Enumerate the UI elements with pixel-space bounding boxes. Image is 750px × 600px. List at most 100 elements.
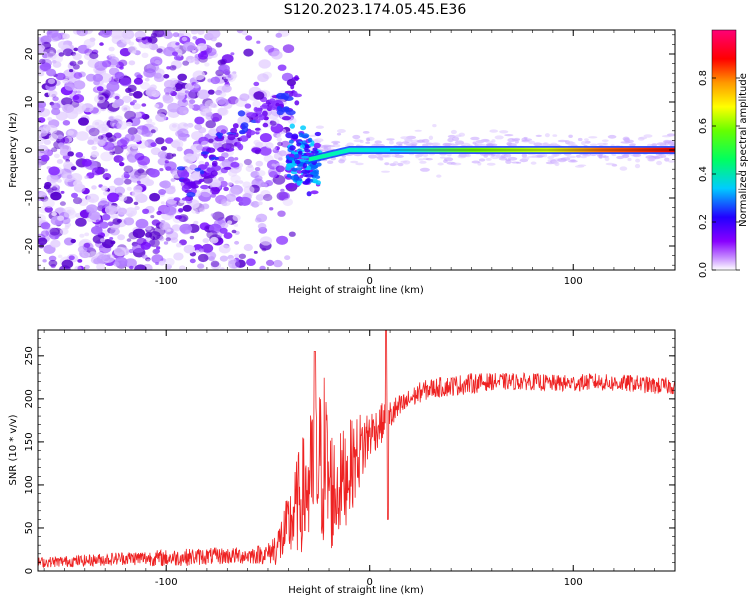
spectrogram-blob	[77, 44, 90, 54]
spectrogram-blob	[234, 157, 239, 161]
spectrogram-blob	[298, 132, 304, 138]
spectrogram-blob	[47, 117, 53, 121]
spectrogram-blob	[134, 205, 140, 211]
spectrogram-blob	[150, 122, 156, 126]
spectrogram-blob	[85, 125, 96, 133]
spectrogram-blob	[262, 122, 269, 128]
spectrogram-blob	[132, 228, 146, 239]
spectrogram-haze	[589, 143, 598, 147]
spectrogram-blob	[86, 193, 99, 203]
spectrogram-blob	[101, 254, 111, 262]
spectrogram-blob	[119, 66, 124, 70]
spectrogram-blob	[113, 78, 119, 82]
spectrogram-blob	[77, 60, 84, 65]
spectrogram-blob	[124, 178, 132, 185]
spectrogram-blob	[145, 42, 154, 49]
spectrogram-blob	[175, 92, 185, 101]
spectrogram-blob	[134, 30, 146, 40]
spectrogram-blob	[300, 125, 307, 131]
spectrogram-haze	[421, 138, 430, 143]
spectrogram-blob	[175, 42, 180, 46]
spectrogram-haze	[323, 146, 329, 151]
spectrogram-blob	[103, 168, 108, 172]
spectrogram-blob	[236, 30, 244, 34]
spectrogram-blob	[224, 71, 230, 76]
spectrogram-blob	[43, 139, 52, 145]
spectrogram-blob	[287, 156, 295, 161]
spectrogram-blob	[91, 225, 103, 235]
spectrogram-blob	[91, 185, 97, 190]
spectrogram-blob	[260, 190, 271, 198]
spectrogram-haze	[431, 142, 441, 146]
spectrogram-blob	[255, 118, 261, 124]
top-y-tick-label: 20	[24, 48, 35, 61]
spectrogram-blob	[68, 255, 75, 261]
spectrogram-blob	[99, 221, 109, 229]
spectrogram-blob	[107, 56, 120, 66]
spectrogram-blob	[288, 231, 296, 237]
colorbar-ticks: 0.0 0.2 0.4 0.6 0.8	[698, 70, 740, 278]
spectrogram-haze	[565, 140, 574, 145]
spectrogram-blob	[302, 162, 307, 169]
spectrogram-blob	[38, 265, 41, 269]
spectrogram-blob	[198, 248, 204, 253]
spectrogram-haze	[634, 163, 641, 169]
spectrogram-blob	[196, 43, 208, 52]
spectrogram-blob	[223, 186, 229, 192]
spectrogram-blob	[132, 103, 141, 110]
spectrogram-blob	[221, 84, 232, 93]
spectrogram-haze	[535, 134, 542, 137]
spectrogram-blob	[107, 192, 120, 203]
spectrogram-blob	[285, 159, 293, 164]
spectrogram-blob	[276, 235, 289, 245]
spectrogram-blob	[183, 244, 195, 254]
spectrogram-haze	[656, 142, 667, 146]
spectrogram-haze	[643, 134, 653, 138]
spectrogram-blob	[123, 217, 135, 226]
spectrogram-blob	[96, 263, 106, 270]
spectrogram-blob	[290, 175, 299, 181]
spectrogram-blob	[246, 112, 256, 118]
spectrogram-blob	[257, 223, 267, 230]
spectrogram-blob	[38, 117, 46, 123]
spectrogram-blob	[280, 107, 290, 113]
spectrogram-blob	[38, 237, 48, 246]
spectrogram-blob	[217, 59, 226, 66]
spectrogram-blob	[114, 186, 126, 195]
bottom-y-tick-label: 250	[24, 346, 35, 365]
spectrogram-blob	[53, 153, 60, 159]
spectrogram-haze	[478, 158, 486, 162]
spectrogram-blob	[133, 77, 143, 85]
spectrogram-blob	[315, 175, 321, 179]
spectrogram-blob	[254, 127, 261, 131]
spectrogram-blob	[262, 183, 268, 187]
spectrogram-blob	[47, 90, 58, 98]
spectrogram-blob	[268, 171, 278, 178]
spectrogram-haze	[402, 141, 409, 144]
spectrogram-blob	[195, 210, 200, 214]
spectrogram-blob	[100, 151, 114, 162]
spectrogram-blob	[61, 97, 73, 106]
spectrogram-blob	[174, 215, 183, 220]
spectrogram-blob	[234, 253, 241, 259]
spectrogram-haze	[315, 125, 324, 129]
spectrogram-haze	[663, 140, 672, 144]
spectrogram-blob	[259, 104, 269, 109]
spectrogram-blob	[291, 150, 296, 155]
spectrogram-haze	[530, 161, 537, 165]
spectrogram-blob	[191, 104, 201, 111]
spectrogram-blob	[251, 201, 260, 208]
spectrogram-blob	[57, 134, 64, 140]
spectrogram-blob	[163, 86, 174, 95]
spectrogram-blob	[227, 220, 233, 225]
spectrogram-blob	[201, 203, 210, 210]
spectrogram-blob	[93, 258, 102, 265]
spectrogram-blob	[114, 95, 120, 100]
spectrogram-blob	[205, 47, 217, 56]
spectrogram-blob	[189, 235, 195, 240]
spectrogram-blob	[311, 150, 319, 154]
spectrogram-blob	[271, 146, 277, 151]
spectrogram-haze	[661, 135, 672, 138]
spectrogram-blob	[218, 199, 223, 203]
spectrogram-blob	[182, 99, 187, 103]
